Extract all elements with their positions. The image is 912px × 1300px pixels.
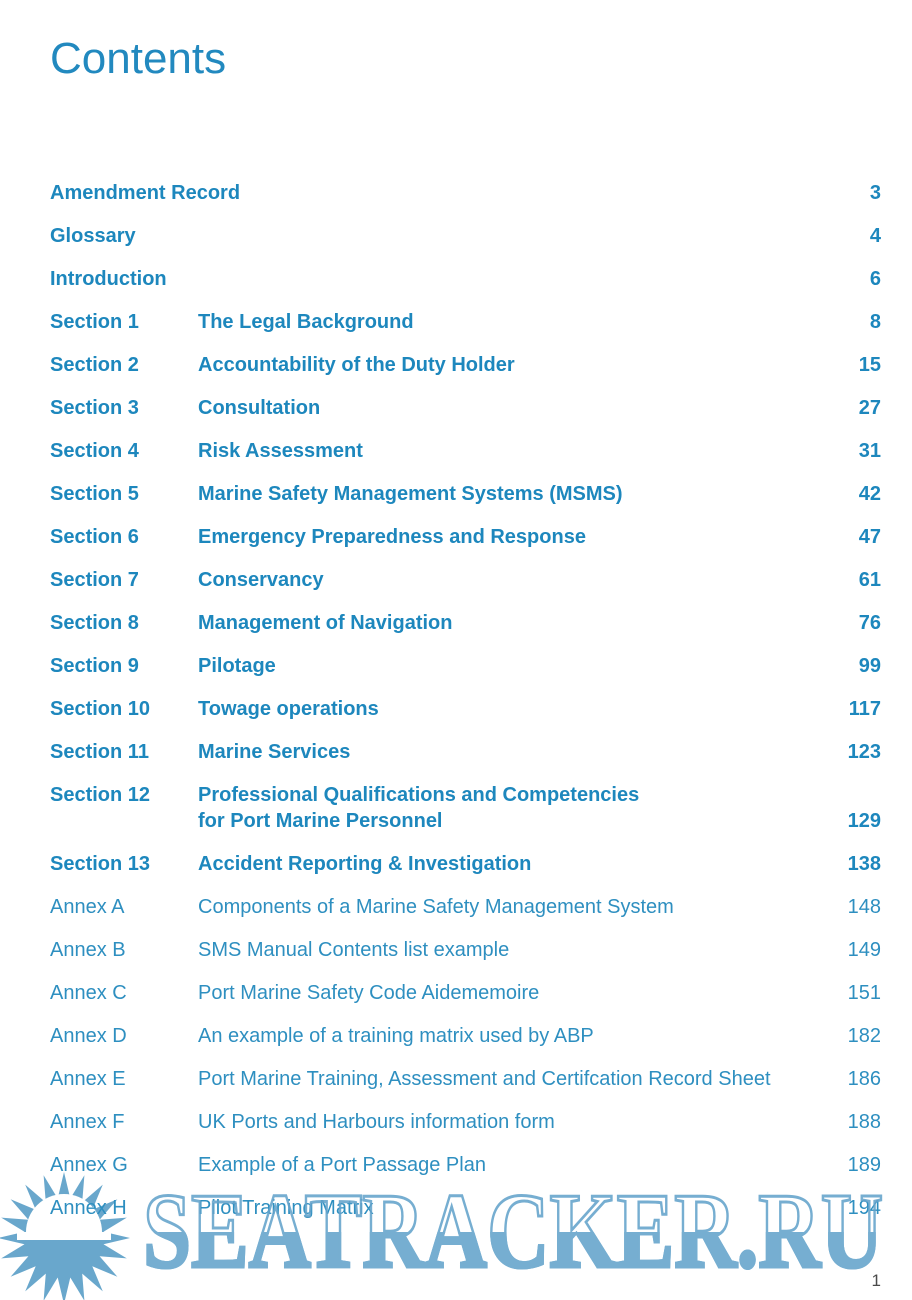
toc-entry-page: 4 bbox=[869, 225, 881, 247]
toc-entry-title: Pilot Training Matrix bbox=[198, 1197, 374, 1219]
toc-entry-page: 194 bbox=[847, 1197, 881, 1219]
toc-entry-page: 138 bbox=[847, 853, 881, 875]
toc-entry-title: Accountability of the Duty Holder bbox=[198, 354, 515, 376]
toc-entry-page: 27 bbox=[858, 397, 881, 419]
toc-entry[interactable]: Section 13 Accident Reporting & Investiga… bbox=[50, 851, 881, 877]
toc-entry[interactable]: Annex A Components of a Marine Safety Man… bbox=[50, 894, 881, 920]
toc-entry[interactable]: Annex G Example of a Port Passage Plan 189 bbox=[50, 1152, 881, 1178]
toc-entry-label: Annex A bbox=[50, 896, 125, 918]
toc-entry-label: Section 6 bbox=[50, 526, 139, 548]
toc-entry-title: Marine Services bbox=[198, 741, 351, 763]
page-number: 1 bbox=[871, 1271, 881, 1290]
toc-entry[interactable]: Annex B SMS Manual Contents list example 1… bbox=[50, 937, 881, 963]
toc-entry-page: 117 bbox=[848, 698, 881, 720]
toc-entry-page: 8 bbox=[869, 311, 881, 333]
toc-entry[interactable]: Annex H Pilot Training Matrix 194 bbox=[50, 1195, 881, 1221]
toc-entry-label: Section 8 bbox=[50, 612, 139, 634]
toc-entry-label: Section 13 bbox=[50, 853, 151, 875]
toc-entry[interactable]: Annex E Port Marine Training, Assessment … bbox=[50, 1066, 881, 1092]
toc-entry-page: 149 bbox=[847, 939, 881, 961]
toc-entry[interactable]: Introduction 6 bbox=[50, 266, 881, 292]
page-title: Contents bbox=[50, 34, 227, 83]
toc-entry-label: Annex F bbox=[50, 1111, 125, 1133]
toc-entry[interactable]: Amendment Record 3 bbox=[50, 180, 881, 206]
toc-entry-label: Annex E bbox=[50, 1068, 126, 1090]
toc-entry-label: Section 11 bbox=[50, 741, 149, 763]
toc-entry-label: Section 3 bbox=[50, 397, 139, 419]
toc-entry[interactable]: Section 8 Management of Navigation 76 bbox=[50, 610, 881, 636]
toc-entry-label: Section 7 bbox=[50, 569, 139, 591]
toc-entry[interactable]: Section 3 Consultation 27 bbox=[50, 395, 881, 421]
toc-entry-page: 15 bbox=[858, 354, 881, 376]
toc-entry-page: 148 bbox=[847, 896, 881, 918]
toc-entry-page: 188 bbox=[847, 1111, 881, 1133]
toc-entry-page: 31 bbox=[858, 440, 881, 462]
toc-entry-title: UK Ports and Harbours information form bbox=[198, 1111, 555, 1133]
toc-entry-title: Introduction bbox=[50, 268, 167, 290]
toc-entry[interactable]: Annex F UK Ports and Harbours information… bbox=[50, 1109, 881, 1135]
toc-entry-label: Annex H bbox=[50, 1197, 127, 1219]
toc-entry-page: 182 bbox=[847, 1025, 881, 1047]
toc-entry[interactable]: Section 5 Marine Safety Management System… bbox=[50, 481, 881, 507]
toc-entry-page: 61 bbox=[858, 569, 881, 591]
toc-entry[interactable]: Section 12 Professional Qualifications an… bbox=[50, 782, 881, 834]
toc-entry-page: 189 bbox=[847, 1154, 881, 1176]
toc-entry-title: Towage operations bbox=[198, 698, 379, 720]
toc-entry-page: 151 bbox=[847, 982, 881, 1004]
toc-entry-label: Section 5 bbox=[50, 483, 139, 505]
toc-entry-title: Port Marine Safety Code Aidememoire bbox=[198, 982, 540, 1004]
toc-entry[interactable]: Section 6 Emergency Preparedness and Resp… bbox=[50, 524, 881, 550]
toc-entry-title: Conservancy bbox=[198, 569, 324, 591]
toc-entry-label: Annex D bbox=[50, 1025, 127, 1047]
table-of-contents: Amendment Record 3 Glossary 4 Introduction 6 S… bbox=[50, 180, 881, 1238]
toc-entry[interactable]: Section 9 Pilotage 99 bbox=[50, 653, 881, 679]
sun-logo-icon bbox=[0, 1172, 130, 1300]
toc-entry-title: Glossary bbox=[50, 225, 136, 247]
toc-entry-page: 6 bbox=[869, 268, 881, 290]
toc-entry-title: An example of a training matrix used by … bbox=[198, 1025, 594, 1047]
toc-entry-title: Pilotage bbox=[198, 655, 276, 677]
toc-entry-page: 42 bbox=[858, 483, 881, 505]
toc-entry-title: Example of a Port Passage Plan bbox=[198, 1154, 486, 1176]
toc-entry-title: Port Marine Training, Assessment and Cer… bbox=[198, 1068, 771, 1090]
toc-entry-title: Marine Safety Management Systems (MSMS) bbox=[198, 483, 623, 505]
toc-entry[interactable]: Section 1 The Legal Background 8 bbox=[50, 309, 881, 335]
toc-entry[interactable]: Annex C Port Marine Safety Code Aidememoi… bbox=[50, 980, 881, 1006]
toc-entry-title: SMS Manual Contents list example bbox=[198, 939, 510, 961]
toc-entry[interactable]: Glossary 4 bbox=[50, 223, 881, 249]
toc-entry-label: Annex C bbox=[50, 982, 127, 1004]
toc-entry-title: Management of Navigation bbox=[198, 612, 453, 634]
toc-entry[interactable]: Annex D An example of a training matrix u… bbox=[50, 1023, 881, 1049]
toc-entry-label: Section 12 bbox=[50, 784, 151, 806]
toc-entry[interactable]: Section 10 Towage operations 117 bbox=[50, 696, 881, 722]
toc-entry-title: Components of a Marine Safety Management… bbox=[198, 896, 674, 918]
toc-entry-page: 76 bbox=[858, 612, 881, 634]
toc-entry[interactable]: Section 4 Risk Assessment 31 bbox=[50, 438, 881, 464]
toc-entry[interactable]: Section 2 Accountability of the Duty Hold… bbox=[50, 352, 881, 378]
toc-entry-title: Professional Qualifications and Competen… bbox=[198, 784, 640, 832]
toc-entry-label: Annex B bbox=[50, 939, 126, 961]
toc-entry-label: Section 2 bbox=[50, 354, 139, 376]
toc-entry-title: Risk Assessment bbox=[198, 440, 363, 462]
toc-entry-title: Amendment Record bbox=[50, 182, 241, 204]
toc-entry-title: The Legal Background bbox=[198, 311, 414, 333]
toc-entry-page: 186 bbox=[847, 1068, 881, 1090]
toc-entry-label: Section 1 bbox=[50, 311, 139, 333]
toc-entry-label: Section 10 bbox=[50, 698, 151, 720]
toc-entry-label: Annex G bbox=[50, 1154, 128, 1176]
toc-entry-page: 3 bbox=[869, 182, 881, 204]
toc-entry-title: Accident Reporting & Investigation bbox=[198, 853, 532, 875]
toc-entry-title: Consultation bbox=[198, 397, 321, 419]
toc-entry-label: Section 9 bbox=[50, 655, 139, 677]
toc-entry-page: 99 bbox=[858, 655, 881, 677]
toc-entry-page: 129 bbox=[847, 810, 881, 832]
toc-entry-page: 47 bbox=[858, 526, 881, 548]
toc-entry-page: 123 bbox=[847, 741, 881, 763]
toc-entry-label: Section 4 bbox=[50, 440, 139, 462]
toc-entry-title: Emergency Preparedness and Response bbox=[198, 526, 586, 548]
toc-entry[interactable]: Section 7 Conservancy 61 bbox=[50, 567, 881, 593]
toc-entry[interactable]: Section 11 Marine Services 123 bbox=[50, 739, 881, 765]
